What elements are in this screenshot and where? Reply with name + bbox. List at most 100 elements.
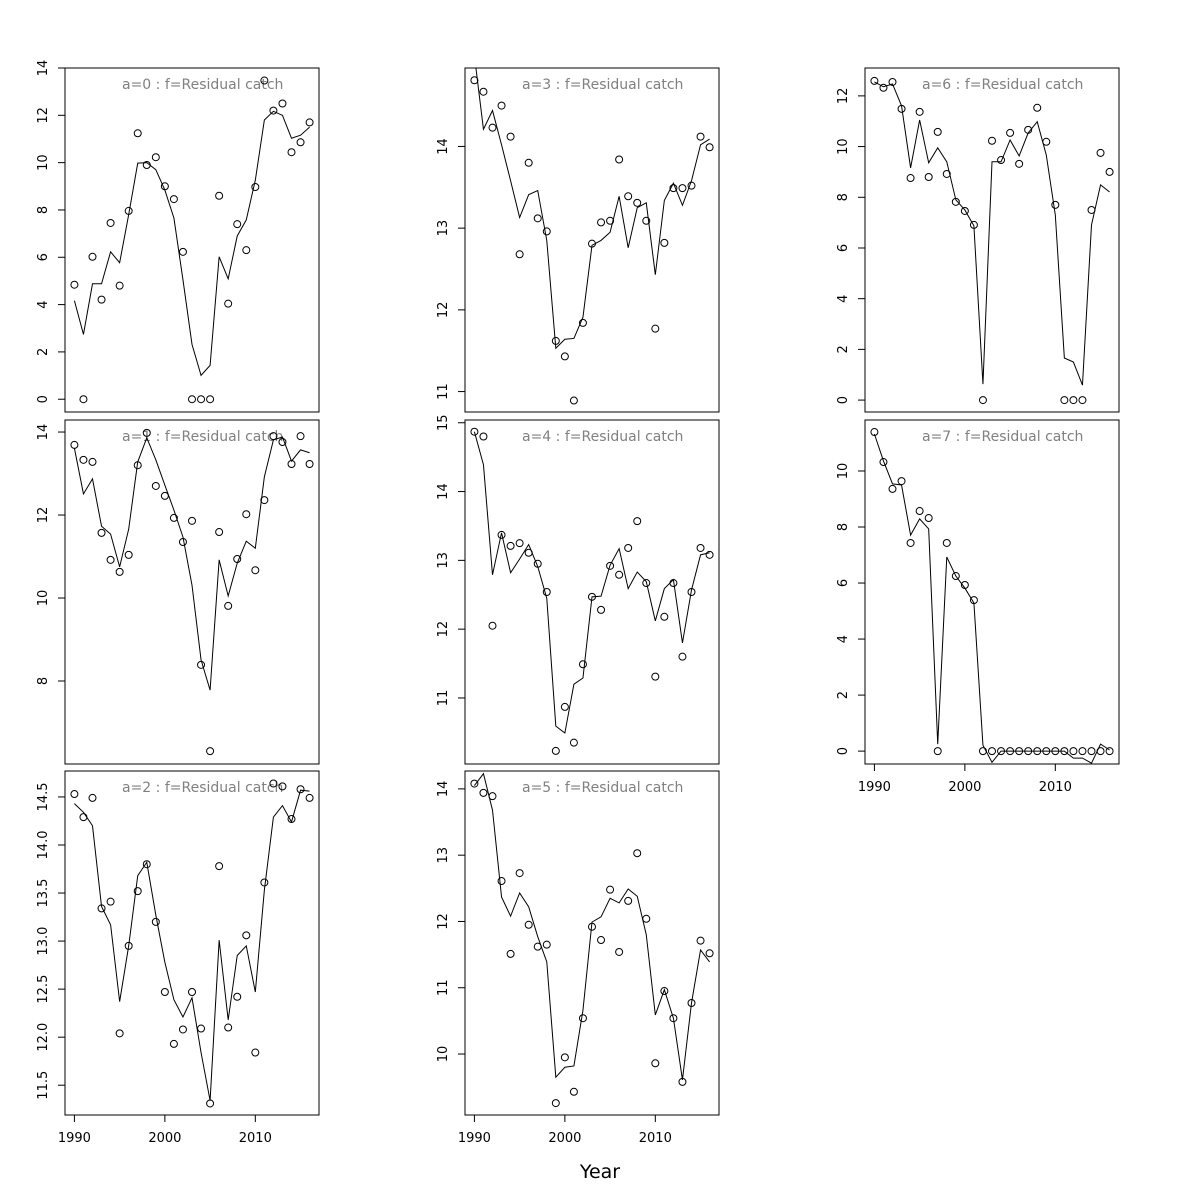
data-point — [597, 605, 606, 614]
panel: a=2 : f=Residual catch 11.5 12.0 12.5 13.0 13… — [36, 770, 320, 1146]
data-point — [233, 992, 242, 1001]
data-point — [597, 218, 606, 227]
fitted-line — [475, 68, 710, 350]
data-point — [251, 183, 260, 192]
y-tick-label: 10 — [36, 154, 51, 171]
data-point — [933, 127, 942, 136]
data-point — [88, 252, 97, 261]
data-point — [88, 793, 97, 802]
data-point — [142, 428, 151, 437]
data-point — [242, 931, 251, 940]
y-tick-label: 10 — [836, 463, 851, 480]
data-point — [660, 612, 669, 621]
data-point — [269, 779, 278, 788]
data-point — [70, 790, 79, 799]
y-tick-label: 12 — [436, 302, 451, 319]
data-point — [978, 747, 987, 756]
data-point — [678, 184, 687, 193]
data-point — [705, 949, 714, 958]
data-point — [578, 318, 587, 327]
y-tick-label: 11 — [436, 690, 451, 707]
y-tick-label: 10 — [36, 590, 51, 607]
data-point — [951, 572, 960, 581]
data-point — [551, 1099, 560, 1108]
y-tick-label: 10 — [836, 138, 851, 155]
y-tick-label: 10 — [436, 1046, 451, 1063]
data-point — [178, 247, 187, 256]
y-tick-label: 2 — [836, 691, 851, 699]
data-point — [542, 227, 551, 236]
data-point — [1060, 396, 1069, 405]
data-point — [106, 897, 115, 906]
data-point — [633, 198, 642, 207]
data-point — [124, 550, 133, 559]
y-tick-label: 4 — [36, 300, 51, 308]
data-point — [1105, 167, 1114, 176]
y-tick-label: 6 — [36, 253, 51, 261]
data-point — [551, 746, 560, 755]
data-point — [115, 567, 124, 576]
y-tick-label: 13 — [436, 847, 451, 864]
panel-frame — [864, 67, 1120, 413]
data-point — [915, 107, 924, 116]
data-point — [106, 555, 115, 564]
data-point — [678, 652, 687, 661]
y-tick-label: 12 — [836, 88, 851, 105]
panel-title: a=2 : f=Residual catch — [122, 780, 283, 796]
data-point — [1069, 396, 1078, 405]
data-point — [97, 528, 106, 537]
y-tick-label: 0 — [836, 396, 851, 404]
y-tick-label: 13 — [436, 220, 451, 237]
x-tick-label: 2000 — [148, 1131, 181, 1146]
data-point — [606, 216, 615, 225]
data-point — [1069, 747, 1078, 756]
panel-frame — [464, 67, 720, 413]
panel-title: a=1 : f=Residual catch — [122, 429, 283, 445]
y-tick-label: 2 — [36, 348, 51, 356]
data-point — [142, 860, 151, 869]
data-point — [515, 869, 524, 878]
data-point — [79, 395, 88, 404]
data-point — [597, 936, 606, 945]
data-point — [988, 747, 996, 756]
data-point — [197, 1024, 206, 1033]
data-point — [305, 793, 314, 802]
data-point — [988, 136, 996, 145]
data-point — [1015, 159, 1024, 168]
y-tick-label: 8 — [36, 206, 51, 214]
data-point — [705, 143, 714, 152]
data-point — [296, 138, 305, 147]
data-point — [515, 539, 524, 548]
data-point — [1033, 103, 1042, 112]
data-point — [669, 1014, 678, 1023]
panel-title: a=0 : f=Residual catch — [122, 77, 283, 93]
data-point — [224, 299, 233, 308]
data-point — [479, 432, 488, 441]
data-point — [278, 782, 287, 791]
y-tick-label: 11 — [436, 979, 451, 996]
panel: a=4 : f=Residual catch 11 12 13 14 15 — [436, 414, 720, 765]
data-point — [651, 672, 660, 681]
data-point — [569, 396, 578, 405]
data-point — [497, 530, 506, 539]
panel-title: a=6 : f=Residual catch — [922, 77, 1083, 93]
y-tick-label: 14 — [36, 60, 51, 77]
data-point — [79, 455, 88, 464]
panel-title: a=3 : f=Residual catch — [522, 77, 683, 93]
data-point — [1006, 128, 1015, 137]
y-tick-label: 11.5 — [36, 1071, 51, 1100]
data-point — [533, 214, 542, 223]
data-point — [479, 87, 488, 96]
data-point — [651, 324, 660, 333]
data-point — [296, 785, 305, 794]
x-tick-label: 1990 — [58, 1131, 91, 1146]
data-point — [560, 1053, 569, 1062]
data-point — [633, 517, 642, 526]
data-point — [260, 496, 269, 505]
data-point — [669, 184, 678, 193]
data-point — [233, 220, 242, 229]
panel: a=5 : f=Residual catch 10 11 12 13 14 1990 2000… — [436, 770, 720, 1146]
y-tick-label: 12.0 — [36, 1023, 51, 1052]
data-point — [251, 1048, 260, 1057]
data-point — [542, 940, 551, 949]
